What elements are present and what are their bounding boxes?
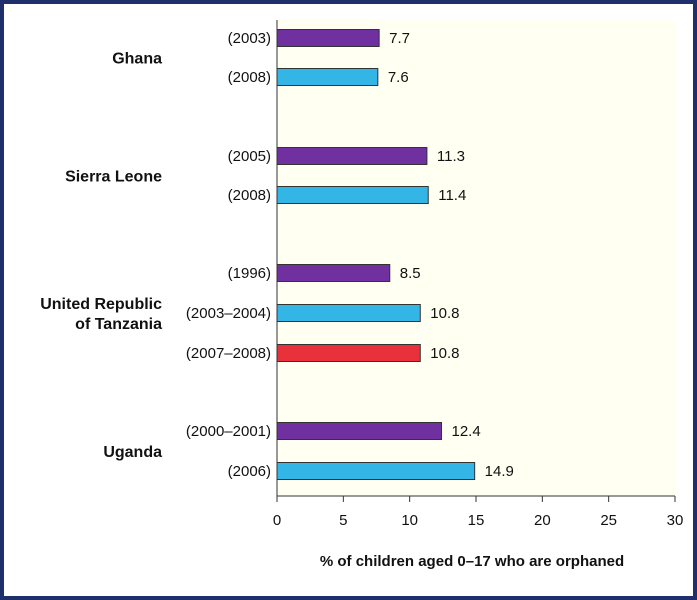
bar-year-label: (2003–2004) (186, 305, 271, 322)
x-tick-label: 10 (401, 512, 418, 529)
bar-year-label: (2007–2008) (186, 345, 271, 362)
bar-value-label: 8.5 (400, 265, 421, 282)
bar-value-label: 11.4 (438, 187, 466, 204)
x-tick-label: 0 (273, 512, 281, 529)
bar-value-label: 7.7 (389, 30, 410, 47)
bar-1-0 (276, 147, 428, 165)
bar-3-1 (276, 462, 476, 480)
bar-0-0 (276, 29, 380, 47)
labels-layer: (2003) 7.7 (2008) 7.6 Ghana (2005) 11.3 (2008) 1… (40, 30, 514, 480)
bar-value-label: 12.4 (452, 423, 481, 440)
bar-year-label: (2003) (228, 30, 271, 47)
x-axis-label: % of children aged 0–17 who are orphaned (320, 553, 624, 570)
bar-year-label: (2008) (228, 187, 271, 204)
x-tick-label: 20 (534, 512, 551, 529)
bar-year-label: (2000–2001) (186, 423, 271, 440)
bar-value-label: 11.3 (437, 148, 465, 165)
bar-year-label: (2006) (228, 463, 271, 480)
x-tick-label: 15 (468, 512, 485, 529)
bar-value-label: 7.6 (388, 69, 409, 86)
bars-layer (276, 29, 476, 480)
bar-value-label: 14.9 (485, 463, 514, 480)
plot-area (277, 20, 675, 496)
country-label: Uganda (103, 444, 162, 461)
bar-value-label: 10.8 (430, 305, 459, 322)
bar-year-label: (2008) (228, 69, 271, 86)
bar-2-0 (276, 264, 391, 282)
bar-value-label: 10.8 (430, 345, 459, 362)
bar-0-1 (276, 68, 379, 86)
x-tick-label: 5 (339, 512, 347, 529)
country-label: Sierra Leone (65, 169, 162, 186)
bar-year-label: (2005) (228, 148, 271, 165)
country-label: United Republic of Tanzania (40, 296, 162, 333)
country-label: Ghana (112, 51, 162, 68)
bar-2-2 (276, 344, 421, 362)
bar-1-1 (276, 186, 429, 204)
bar-2-1 (276, 304, 421, 322)
bar-year-label: (1996) (228, 265, 271, 282)
x-axis: 0 5 10 15 20 25 30 (273, 20, 684, 529)
bar-3-0 (276, 422, 443, 440)
x-tick-label: 30 (667, 512, 684, 529)
x-tick-label: 25 (600, 512, 617, 529)
